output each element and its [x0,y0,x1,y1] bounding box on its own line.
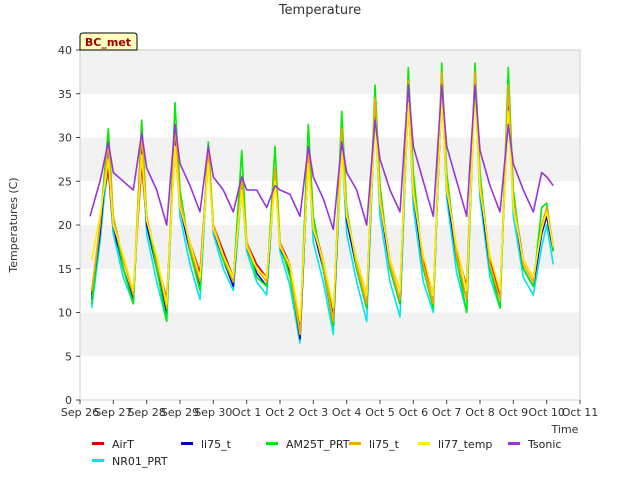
x-tick-label: Sep 28 [128,406,166,419]
legend-swatch [92,442,104,445]
x-axis-label: Time [551,423,579,436]
series-line-6 [89,84,554,231]
legend-label: Tsonic [527,438,561,451]
grid-band [80,225,580,269]
y-axis: 0 5 10 15 20 25 30 35 40 [58,44,80,407]
grid-band [80,93,580,138]
x-tick-label: Oct 6 [399,406,429,419]
x-tick-label: Oct 7 [432,406,462,419]
y-tick-label: 5 [65,350,72,363]
legend-label: li75_t [369,438,400,451]
y-tick-label: 20 [58,219,72,232]
legend-swatch [266,442,278,445]
x-tick-label: Oct 2 [265,406,295,419]
legend-swatch [181,442,193,445]
x-tick-label: Oct 5 [365,406,395,419]
legend-label: AirT [112,438,134,451]
legend-swatch [508,442,520,445]
chart-title: Temperature [278,3,361,18]
legend: AirT NR01_PRT li75_t AM25T_PRT li75_t li77_te… [92,438,561,468]
x-tick-label: Sep 26 [61,406,99,419]
legend-swatch [349,442,361,445]
x-tick-label: Oct 8 [465,406,495,419]
y-tick-label: 10 [58,307,72,320]
y-tick-label: 0 [65,394,72,407]
x-tick-label: Oct 10 [528,406,565,419]
legend-swatch [92,459,104,462]
series-lines [89,62,555,344]
site-badge-label: BC_met [85,36,131,49]
legend-label: NR01_PRT [112,455,168,468]
x-tick-label: Oct 4 [332,406,362,419]
x-tick-label: Sep 30 [194,406,232,419]
y-tick-label: 40 [58,44,72,57]
x-tick-label: Oct 11 [562,406,599,419]
grid-band [80,356,580,400]
y-tick-label: 25 [58,175,72,188]
y-tick-label: 30 [58,132,72,145]
grid-bands [80,50,580,400]
x-tick-label: Oct 9 [499,406,529,419]
legend-label: li77_temp [438,438,492,451]
legend-label: li75_t [201,438,232,451]
x-tick-label: Oct 1 [232,406,262,419]
series-line-5 [90,93,555,323]
x-tick-label: Sep 27 [94,406,132,419]
site-badge: BC_met [79,32,138,51]
legend-swatch [418,442,430,445]
legend-label: AM25T_PRT [286,438,350,451]
grid-band [80,50,580,94]
y-axis-label: Temperatures (C) [7,177,20,273]
x-tick-label: Sep 29 [161,406,199,419]
x-tick-label: Oct 3 [299,406,329,419]
grid-band [80,137,580,182]
y-tick-label: 35 [58,88,72,101]
y-tick-label: 15 [58,263,72,276]
